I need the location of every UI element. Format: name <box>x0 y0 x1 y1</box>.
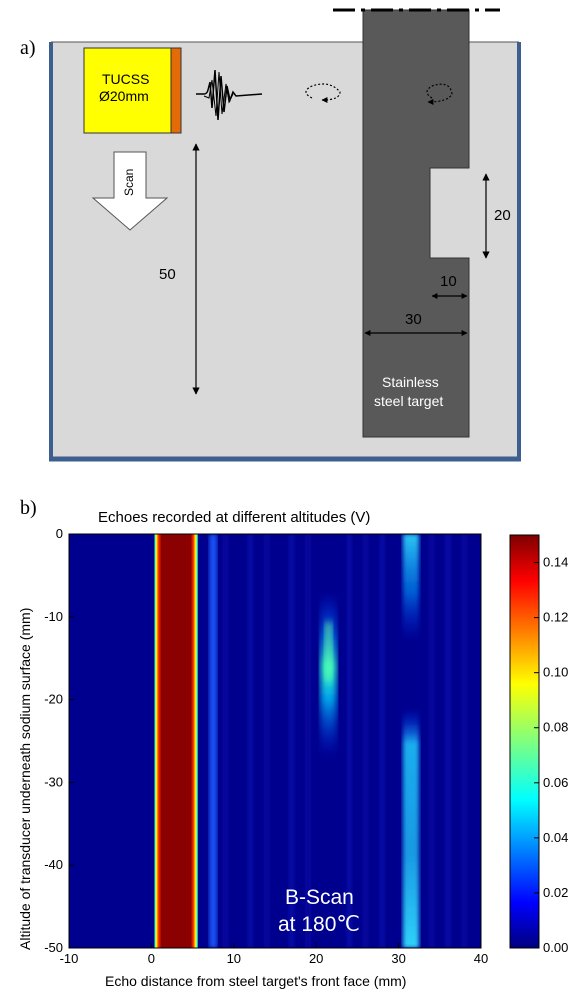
slot-echo-core <box>324 621 333 682</box>
transducer-label-line1: TUCSS <box>102 71 150 87</box>
back-wall-echo-bottom <box>402 707 419 948</box>
heatmap-stripe <box>379 534 386 948</box>
colorbar-tick-label: 0.08 <box>543 720 568 735</box>
back-wall-echo-top <box>402 534 419 642</box>
panel-a-diagram <box>49 8 521 462</box>
heatmap-stripe <box>222 534 229 948</box>
transducer-label-line2: Ø20mm <box>99 88 149 104</box>
ultrasound-pulse-icon <box>196 69 263 121</box>
colorbar <box>509 534 540 949</box>
colorbar-tick-label: 0.14 <box>543 555 568 570</box>
heatmap-stripe <box>362 534 369 948</box>
x-tick-label: 20 <box>309 951 323 966</box>
heatmap-stripe <box>288 534 295 948</box>
dimension-30-label: 30 <box>405 311 422 328</box>
annotation-line1: B-Scan <box>285 886 354 909</box>
heatmap-stripe <box>346 534 353 948</box>
heatmap-background <box>69 534 481 948</box>
transducer-back <box>170 47 182 134</box>
echo-near-7-5mm <box>209 534 218 948</box>
scan-label: Scan <box>122 168 136 196</box>
dimension-20-label: 20 <box>494 207 511 224</box>
colorbar-tick-label: 0.12 <box>543 610 568 625</box>
dimension-50-label: 50 <box>159 266 176 283</box>
echo-arrow-icon-1 <box>305 83 341 103</box>
bscan-chart: -10 0 10 20 30 40 0 -10 -20 -30 -40 -50 0.00 0.02 0.0… <box>44 526 568 966</box>
x-tick-label: 30 <box>391 951 405 966</box>
y-tick-label: -10 <box>44 609 63 624</box>
panel-a-label: a) <box>20 37 36 59</box>
y-axis-label: Altitude of transducer underneath sodium… <box>17 607 33 950</box>
heatmap-stripe <box>263 534 270 948</box>
target-label-line1: Stainless <box>382 374 439 390</box>
plot-frame <box>68 533 482 949</box>
heatmap-stripe <box>445 534 452 948</box>
colorbar-tick-label: 0.00 <box>543 940 568 955</box>
target-label-line2: steel target <box>374 393 444 409</box>
transducer-body <box>83 47 172 134</box>
dimension-10-label: 10 <box>440 273 457 290</box>
colorbar-tick-label: 0.04 <box>543 830 568 845</box>
echo-arrow-icon-2 <box>426 83 453 105</box>
front-face-echo <box>154 534 198 948</box>
chart-title: Echoes recorded at different altitudes (… <box>98 509 371 526</box>
heatmap-stripe <box>304 534 311 948</box>
scan-arrow <box>91 151 169 231</box>
y-tick-label: -30 <box>44 774 63 789</box>
colorbar-tick-label: 0.06 <box>543 775 568 790</box>
y-tick-label: -40 <box>44 857 63 872</box>
x-tick-label: 10 <box>227 951 241 966</box>
y-tick-label: -20 <box>44 692 63 707</box>
x-tick-label: 0 <box>148 951 155 966</box>
x-tick-label: -10 <box>60 951 79 966</box>
annotation-line2: at 180℃ <box>278 913 360 936</box>
panel-b-label: b) <box>20 497 37 519</box>
heatmap-stripe <box>461 534 468 948</box>
y-tick-label: -50 <box>44 940 63 955</box>
heatmap-stripe <box>428 534 435 948</box>
y-tick-label: 0 <box>56 526 63 541</box>
x-axis-label: Echo distance from steel target's front … <box>105 973 407 989</box>
colorbar-tick-label: 0.02 <box>543 885 568 900</box>
colorbar-tick-label: 0.10 <box>543 665 568 680</box>
heatmap-stripe <box>247 534 254 948</box>
x-tick-label: 40 <box>474 951 488 966</box>
